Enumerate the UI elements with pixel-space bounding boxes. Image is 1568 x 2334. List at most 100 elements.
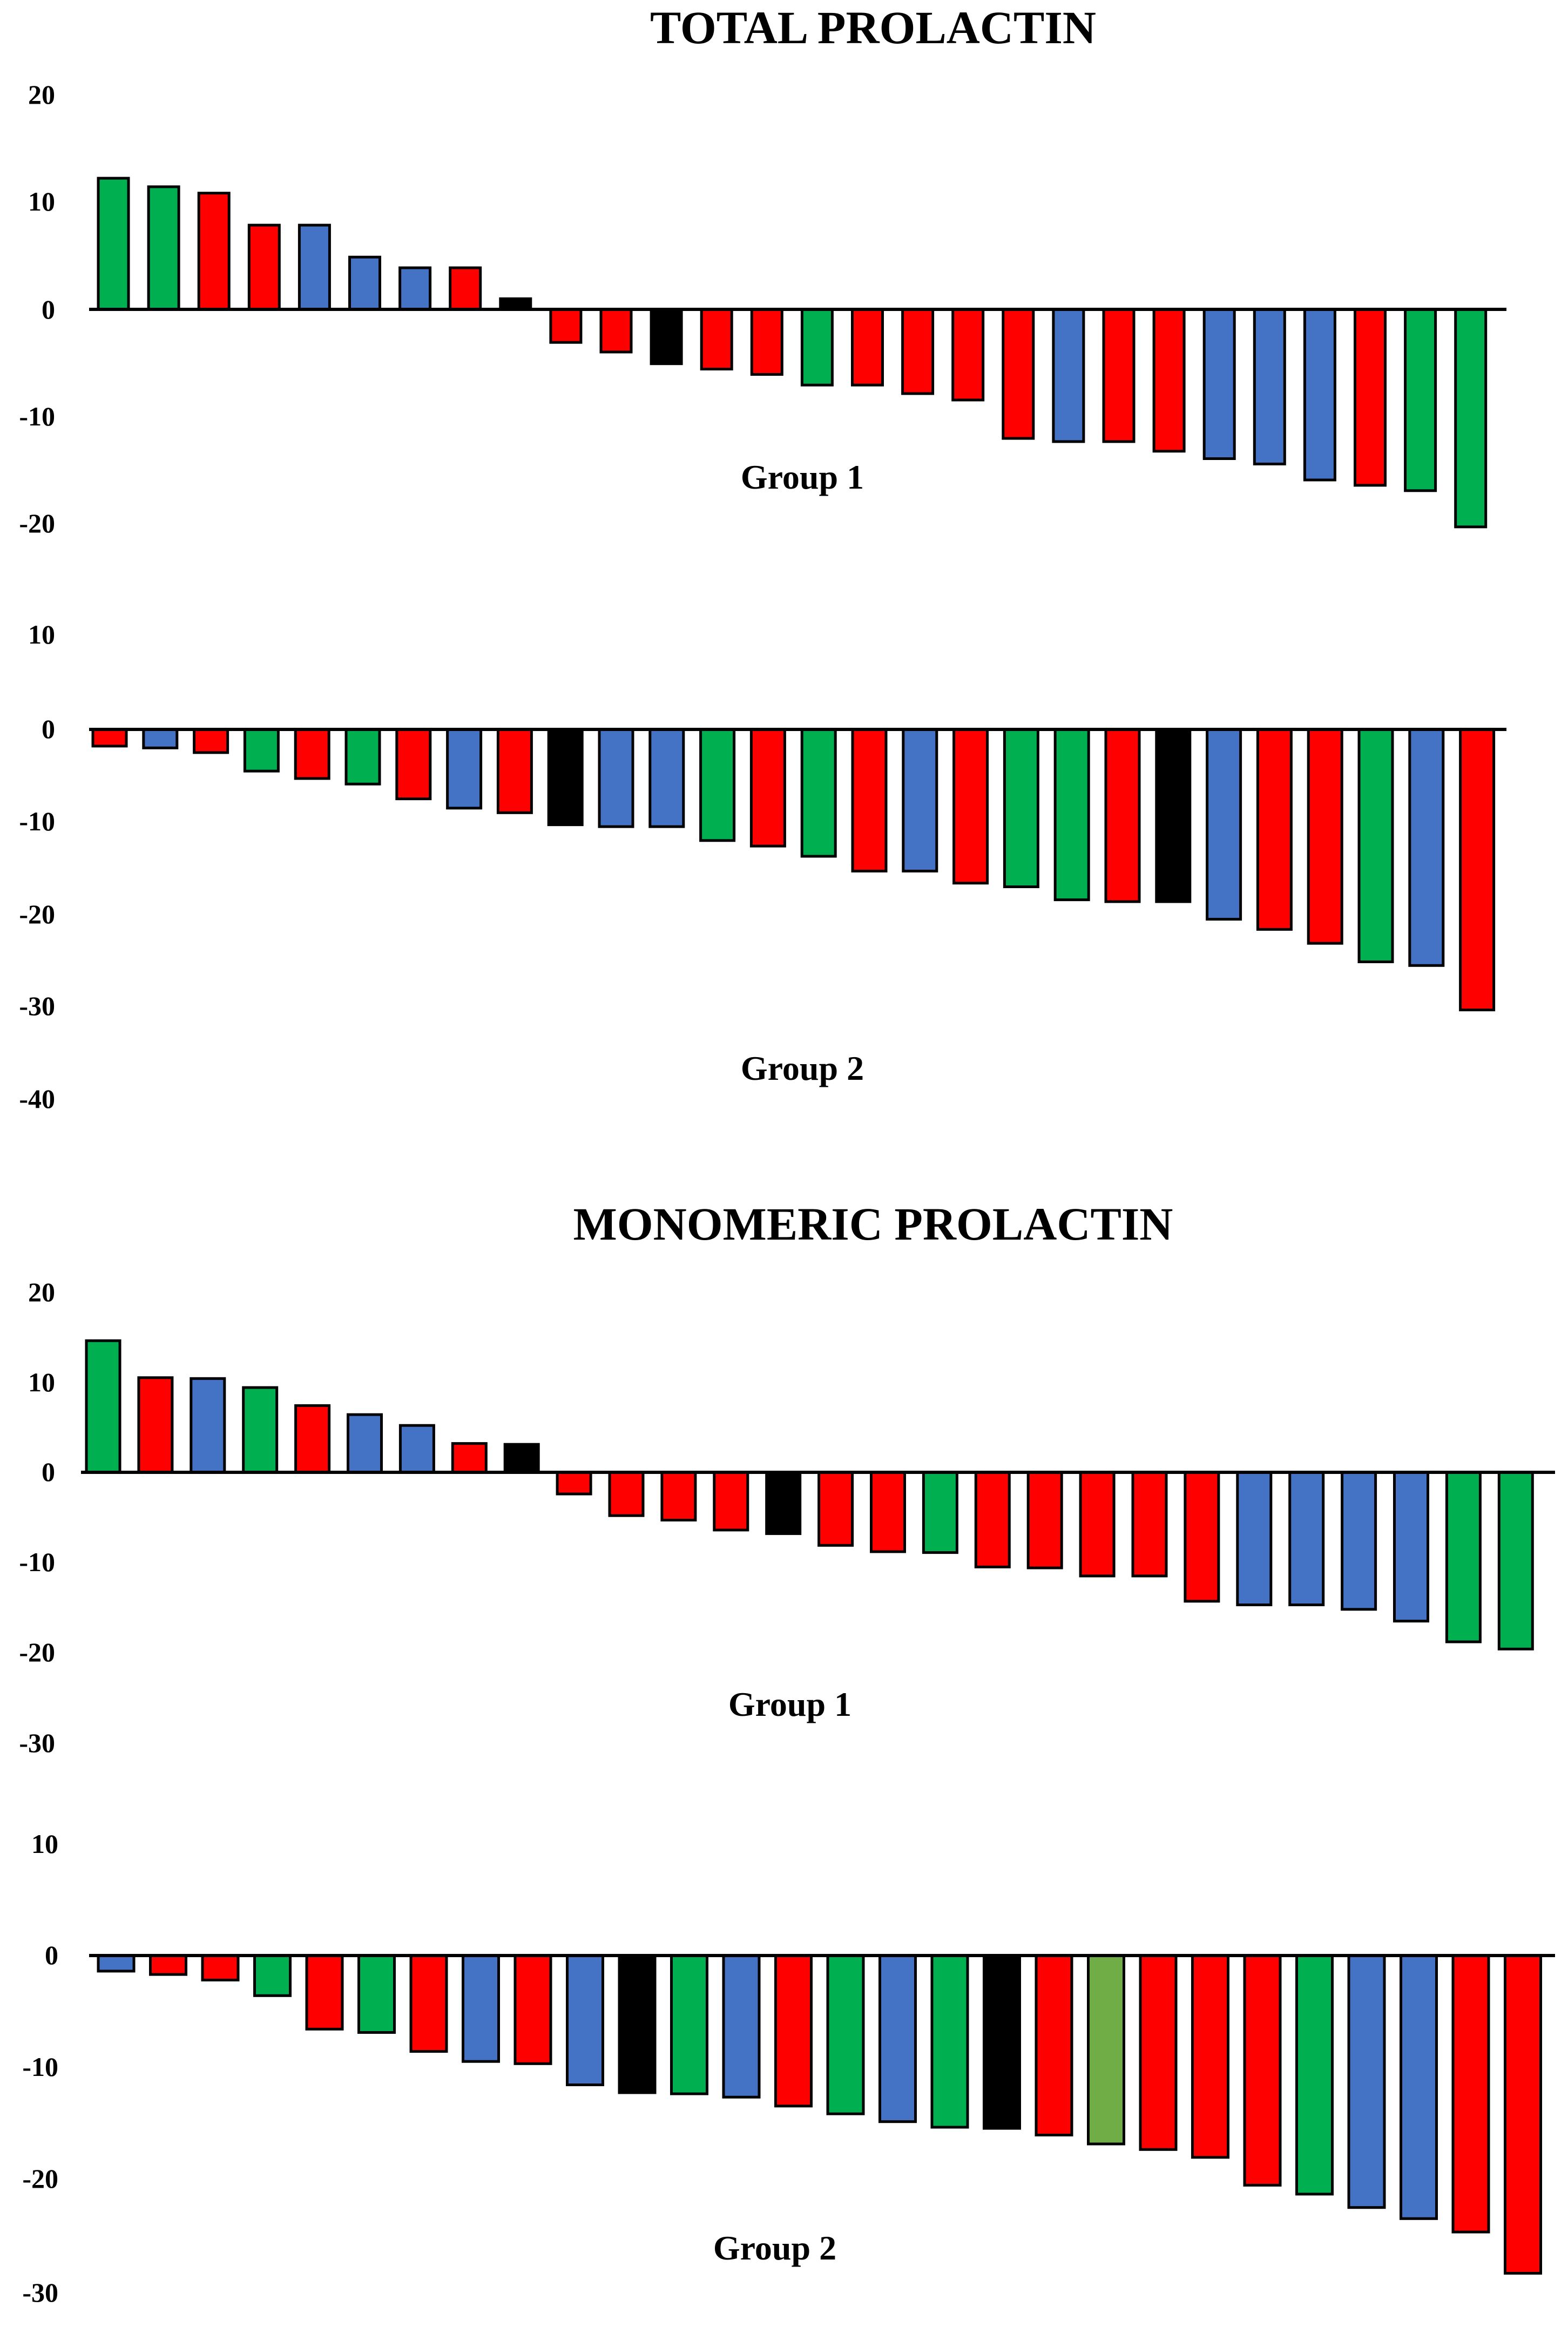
- y-tick-label: -10: [19, 401, 55, 431]
- bar: [409, 1954, 448, 2053]
- bar: [650, 308, 683, 366]
- bar: [1295, 1954, 1334, 2196]
- bar: [197, 192, 231, 311]
- y-ticks-total-group1: 20 10 0 -10 -20: [19, 79, 55, 538]
- bar: [983, 1954, 1021, 2130]
- bar: [97, 177, 130, 311]
- group-label: Group 2: [741, 1049, 864, 1087]
- y-ticks-total-group2: 10 0 -10 -20 -30 -40: [19, 619, 55, 1114]
- bar: [851, 728, 888, 872]
- bar: [253, 1954, 292, 1997]
- bar: [142, 728, 179, 749]
- bars-monomeric-group1: [85, 1339, 1534, 1650]
- bar: [1184, 1471, 1220, 1603]
- y-tick-label: -30: [19, 1728, 55, 1758]
- bar: [85, 1339, 121, 1474]
- bar: [449, 266, 482, 311]
- bar: [395, 728, 432, 801]
- bar: [1206, 728, 1242, 921]
- bar: [398, 266, 432, 311]
- bar: [193, 728, 229, 754]
- bar: [1035, 1954, 1073, 2136]
- bar: [1347, 1954, 1386, 2209]
- bar: [670, 1954, 708, 2095]
- panel-monomeric-group1: MONOMERIC PROLACTIN 20 10 0 -10 -20 -30 …: [19, 1198, 1555, 1758]
- y-tick-label: 0: [42, 1457, 55, 1487]
- bar: [901, 308, 935, 395]
- bar: [1243, 1954, 1282, 2187]
- bar: [922, 1471, 958, 1554]
- bar: [749, 728, 786, 848]
- bar: [1202, 308, 1236, 460]
- bar: [930, 1954, 969, 2129]
- bar: [1191, 1954, 1229, 2159]
- bar: [201, 1954, 240, 1981]
- bar: [97, 1954, 136, 1973]
- bar: [1155, 728, 1192, 903]
- y-tick-label: -10: [19, 1547, 55, 1577]
- bar: [1393, 1471, 1429, 1623]
- bar: [1131, 1471, 1168, 1578]
- y-tick-label: 0: [42, 714, 55, 744]
- bar: [608, 1471, 645, 1517]
- bar: [1002, 308, 1035, 440]
- bar: [347, 1413, 383, 1474]
- bar: [348, 255, 381, 311]
- bar: [566, 1954, 604, 2086]
- bar: [800, 728, 837, 858]
- y-ticks-monomeric-group1: 20 10 0 -10 -20 -30: [19, 1277, 55, 1758]
- panel-total-group1: TOTAL PROLACTIN 20 10 0 -10 -20 Group 1: [19, 2, 1506, 538]
- bar: [1504, 1954, 1542, 2275]
- y-tick-label: -20: [19, 899, 55, 929]
- bar: [137, 1376, 174, 1474]
- bars-monomeric-group2: [97, 1954, 1542, 2275]
- bar: [1404, 308, 1437, 492]
- y-tick-label: -20: [19, 1637, 55, 1667]
- bar: [446, 728, 483, 810]
- bar: [660, 1471, 697, 1521]
- y-tick-label: 10: [28, 619, 55, 650]
- chart-title-total: TOTAL PROLACTIN: [650, 2, 1096, 53]
- bar: [305, 1954, 344, 2031]
- bar: [713, 1471, 749, 1532]
- bar: [1236, 1471, 1273, 1606]
- bar: [1459, 728, 1496, 1012]
- bar: [1253, 308, 1286, 465]
- bar: [1354, 308, 1387, 487]
- bar: [1288, 1471, 1325, 1606]
- bar: [1408, 728, 1445, 967]
- bar: [648, 728, 685, 828]
- bar: [1003, 728, 1039, 888]
- bar: [243, 728, 280, 773]
- bar: [549, 308, 583, 344]
- bar: [700, 308, 733, 371]
- bar: [1341, 1471, 1377, 1611]
- bar: [294, 728, 330, 780]
- bar: [1026, 1471, 1063, 1569]
- bar: [765, 1471, 802, 1535]
- bar: [1307, 728, 1343, 945]
- bar: [722, 1954, 761, 2099]
- y-tick-label: 20: [28, 79, 55, 110]
- bar: [870, 1471, 906, 1553]
- chart-title-monomeric: MONOMERIC PROLACTIN: [573, 1198, 1173, 1250]
- bar: [513, 1954, 552, 2065]
- bar: [451, 1442, 488, 1474]
- bar: [1079, 1471, 1116, 1578]
- bar: [298, 224, 331, 311]
- bar: [190, 1377, 226, 1474]
- bar: [1256, 728, 1293, 931]
- y-tick-label: 0: [42, 294, 55, 324]
- bar: [1102, 308, 1136, 443]
- bar: [800, 308, 834, 387]
- y-ticks-monomeric-group2: 10 0 -10 -20 -30: [22, 1829, 58, 2308]
- bar: [547, 728, 584, 827]
- bar: [774, 1954, 813, 2108]
- y-tick-label: -30: [22, 2277, 58, 2308]
- bar: [556, 1471, 592, 1496]
- bar: [344, 728, 381, 786]
- bar: [1451, 1954, 1490, 2234]
- bar: [357, 1954, 396, 2034]
- bar: [1087, 1954, 1125, 2146]
